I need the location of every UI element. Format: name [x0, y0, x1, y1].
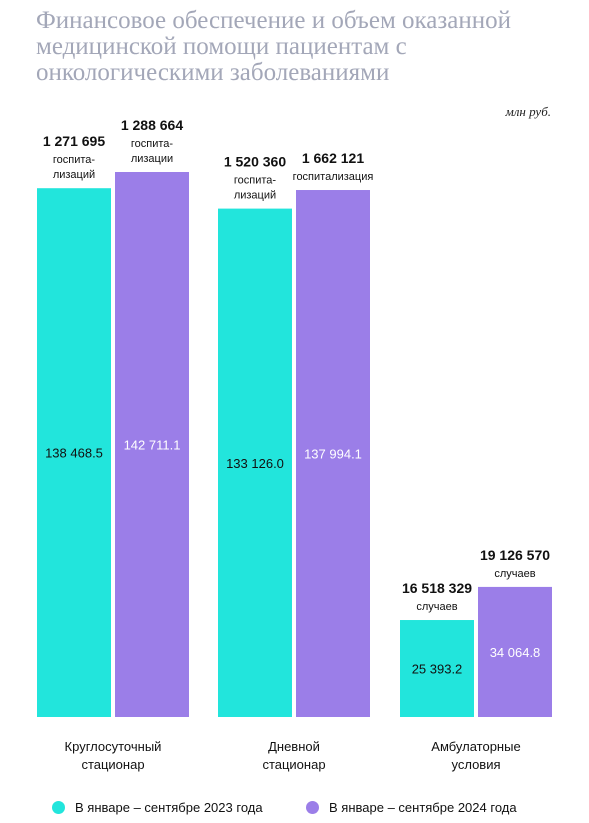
- x-tick-label: Круглосуточный: [65, 739, 162, 754]
- bar: [400, 620, 474, 717]
- bar-count-unit: госпита-: [234, 175, 277, 187]
- bar-value-label: 34 064.8: [490, 645, 541, 660]
- bar-value-label: 25 393.2: [412, 662, 463, 677]
- bar-count-unit: лизаций: [234, 190, 276, 202]
- bar-value-label: 133 126.0: [226, 456, 284, 471]
- bar: [296, 190, 370, 717]
- legend-item-2024: В январе – сентябре 2024 года: [306, 800, 517, 815]
- bar-value-label: 138 468.5: [45, 446, 103, 461]
- bar-count-label: 19 126 570: [480, 547, 550, 563]
- unit-label: млн руб.: [505, 104, 551, 119]
- x-tick-label: стационар: [262, 757, 325, 772]
- bar-value-label: 142 711.1: [124, 438, 181, 453]
- bar-count-unit: случаев: [416, 601, 457, 613]
- bar: [37, 188, 111, 717]
- bar-count-unit: лизации: [131, 153, 173, 165]
- bar-count-label: 1 662 121: [302, 150, 364, 166]
- x-tick-label: Амбулаторные: [431, 739, 520, 754]
- bar-count-unit: случаев: [494, 568, 535, 580]
- x-tick-label: стационар: [81, 757, 144, 772]
- bar: [115, 172, 189, 717]
- legend-item-2023: В январе – сентябре 2023 года: [52, 800, 263, 815]
- x-tick-label: условия: [451, 757, 500, 772]
- bar-value-label: 137 994.1: [304, 447, 362, 462]
- legend-swatch-2023: [52, 801, 65, 814]
- bar-count-unit: госпита-: [131, 138, 174, 150]
- page-title: Финансовое обеспечение и объем оказанной…: [36, 7, 511, 86]
- legend-swatch-2024: [306, 801, 319, 814]
- bar-count-unit: госпита-: [53, 154, 96, 166]
- legend-label-2023: В январе – сентябре 2023 года: [75, 800, 263, 815]
- bar-count-label: 16 518 329: [402, 580, 472, 596]
- bar: [218, 208, 292, 717]
- legend-label-2024: В январе – сентябре 2024 года: [329, 800, 517, 815]
- bar-count-unit: лизаций: [53, 169, 95, 181]
- bar: [478, 586, 552, 717]
- bar-count-unit: госпитализация: [293, 171, 374, 183]
- bar-count-label: 1 520 360: [224, 154, 286, 170]
- bar-count-label: 1 288 664: [121, 117, 183, 133]
- x-tick-label: Дневной: [268, 739, 320, 754]
- bar-chart: 138 468.5 1 271 695 госпита-лизаций 142 711…: [37, 117, 552, 772]
- bar-count-label: 1 271 695: [43, 133, 105, 149]
